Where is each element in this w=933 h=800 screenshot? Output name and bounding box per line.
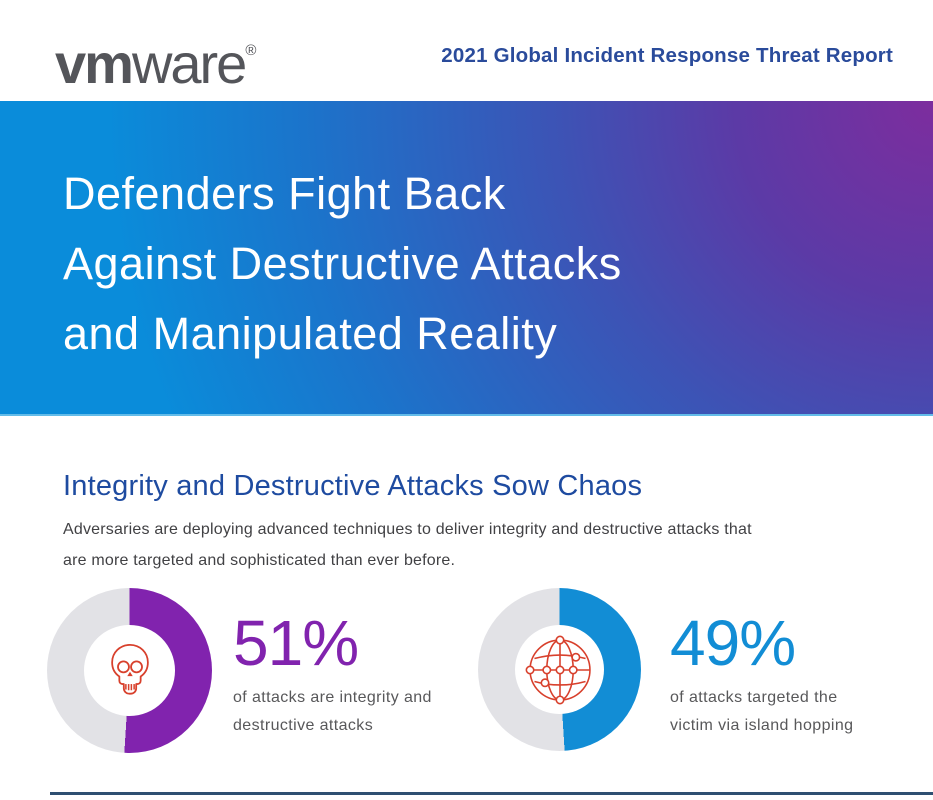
skull-icon [110, 643, 149, 695]
registered-trademark-icon: ® [245, 42, 257, 59]
donut-chart-island-hopping [478, 588, 641, 751]
donut-chart-destructive-attacks [47, 588, 212, 753]
globe-network-icon [525, 635, 591, 704]
stat-block-destructive: 51% of attacks are integrity and destruc… [233, 607, 432, 740]
section-heading: Integrity and Destructive Attacks Sow Ch… [63, 470, 643, 502]
stat-caption-line-1: of attacks targeted the [670, 689, 838, 706]
headline-line-2: Against Destructive Attacks [63, 238, 622, 289]
report-title: 2021 Global Incident Response Threat Rep… [441, 44, 893, 67]
section-body-line-1: Adversaries are deploying advanced techn… [63, 521, 752, 538]
stat-caption-island-hopping: of attacks targeted the victim via islan… [670, 684, 853, 740]
vmware-logo: vmware® [55, 22, 256, 93]
stat-caption-destructive: of attacks are integrity and destructive… [233, 684, 432, 740]
page-header: vmware® 2021 Global Incident Response Th… [0, 0, 933, 101]
stat-caption-line-2: destructive attacks [233, 717, 374, 734]
next-section-divider [50, 792, 933, 795]
hero-banner: Defenders Fight Back Against Destructive… [0, 101, 933, 416]
hero-headline: Defenders Fight Back Against Destructive… [63, 159, 622, 369]
section-body-line-2: are more targeted and sophisticated than… [63, 552, 456, 569]
section-body: Adversaries are deploying advanced techn… [63, 514, 752, 576]
stat-caption-line-1: of attacks are integrity and [233, 689, 432, 706]
stat-block-island-hopping: 49% of attacks targeted the victim via i… [670, 607, 853, 740]
logo-ware-text: ware [131, 32, 247, 95]
headline-line-3: and Manipulated Reality [63, 308, 558, 359]
logo-vm-text: vm [55, 32, 134, 95]
stat-caption-line-2: victim via island hopping [670, 717, 854, 734]
stat-value-51: 51% [233, 607, 359, 679]
headline-line-1: Defenders Fight Back [63, 168, 506, 219]
stat-value-49: 49% [670, 607, 796, 679]
